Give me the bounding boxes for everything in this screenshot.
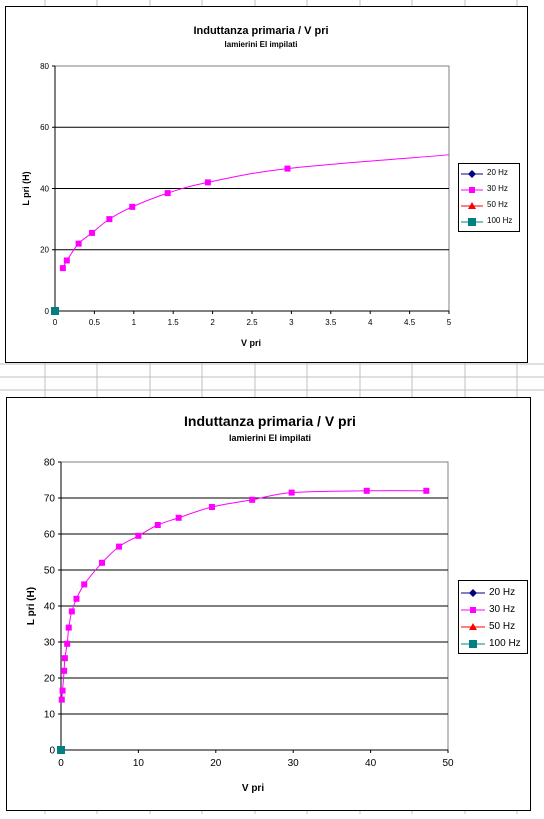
data-point — [57, 746, 65, 754]
legend-label: 20 Hz — [489, 587, 516, 598]
y-tick-label: 50 — [44, 566, 56, 577]
x-tick-label: 1 — [132, 318, 137, 327]
chart-2-legend[interactable]: 20 Hz 30 Hz 50 Hz 100 Hz — [458, 580, 528, 654]
y-tick-label: 0 — [49, 746, 55, 757]
x-tick-label: 0 — [53, 318, 58, 327]
y-tick-label: 20 — [40, 246, 49, 255]
data-point — [68, 608, 75, 615]
data-point — [75, 240, 82, 247]
chart-1-svg: Induttanza primaria / V pri lamierini EI … — [21, 25, 452, 348]
x-tick-label: 3 — [289, 318, 294, 327]
y-tick-label: 40 — [40, 184, 49, 193]
x-axis-title: V pri — [241, 338, 261, 348]
x-tick-label: 50 — [442, 758, 454, 769]
data-point — [89, 229, 96, 236]
x-tick-label: 1.5 — [168, 318, 180, 327]
data-point — [249, 496, 256, 503]
data-point — [73, 595, 80, 602]
data-point — [129, 203, 136, 210]
data-point — [363, 487, 370, 494]
legend-label: 20 Hz — [487, 168, 508, 177]
legend-label: 100 Hz — [489, 638, 521, 649]
x-axis-title: V pri — [242, 783, 264, 794]
x-tick-label: 20 — [210, 758, 222, 769]
data-point — [288, 489, 295, 496]
legend-marker-30hz-icon — [461, 187, 483, 193]
data-point — [423, 487, 430, 494]
x-tick-label: 40 — [365, 758, 377, 769]
chart-2[interactable]: Induttanza primaria / V pri lamierini EI … — [6, 397, 531, 811]
x-tick-label: 0 — [58, 758, 64, 769]
legend-marker-30hz-icon — [461, 607, 485, 613]
data-point — [63, 257, 70, 264]
legend-marker-100hz-icon — [461, 640, 485, 648]
legend-marker-50hz-icon — [461, 202, 483, 209]
x-tick-label: 5 — [447, 318, 452, 327]
legend-label: 50 Hz — [487, 200, 508, 209]
y-tick-label: 30 — [44, 638, 56, 649]
legend-label: 100 Hz — [487, 216, 513, 225]
x-tick-label: 2.5 — [246, 318, 258, 327]
y-tick-label: 80 — [44, 458, 56, 469]
data-point — [64, 640, 71, 647]
legend-label: 30 Hz — [487, 184, 508, 193]
data-point — [106, 216, 113, 223]
x-tick-label: 30 — [288, 758, 300, 769]
data-point — [116, 543, 123, 550]
y-tick-label: 60 — [40, 123, 49, 132]
data-point — [154, 522, 161, 528]
y-axis-title: L pri (H) — [21, 171, 31, 205]
data-point — [135, 532, 142, 539]
data-point — [65, 624, 72, 631]
x-tick-label: 10 — [133, 758, 145, 769]
data-point — [284, 165, 291, 172]
chart-subtitle: lamierini EI impilati — [229, 433, 311, 443]
legend-marker-100hz-icon — [461, 218, 483, 226]
x-tick-label: 2 — [210, 318, 215, 327]
x-tick-label: 4.5 — [404, 318, 416, 327]
data-point — [61, 655, 68, 662]
legend-label: 50 Hz — [489, 621, 516, 632]
data-point — [164, 190, 171, 197]
legend-marker-50hz-icon — [461, 623, 485, 630]
data-point — [175, 514, 182, 521]
legend-label: 30 Hz — [489, 604, 516, 615]
data-point — [59, 687, 66, 694]
data-point — [58, 696, 65, 703]
data-point — [51, 307, 59, 315]
chart-title: Induttanza primaria / V pri — [193, 25, 328, 37]
y-tick-label: 0 — [45, 307, 50, 316]
data-point — [204, 179, 211, 186]
data-point — [59, 265, 66, 272]
y-tick-label: 40 — [44, 602, 56, 613]
y-tick-label: 60 — [44, 530, 56, 541]
data-point — [208, 504, 215, 510]
chart-1[interactable]: Induttanza primaria / V pri lamierini EI … — [5, 6, 528, 363]
x-tick-label: 3.5 — [325, 318, 337, 327]
y-tick-label: 20 — [44, 674, 56, 685]
x-tick-label: 4 — [368, 318, 373, 327]
y-tick-label: 80 — [40, 62, 49, 71]
data-point — [81, 581, 88, 588]
y-tick-label: 70 — [44, 494, 56, 505]
data-point — [99, 559, 106, 566]
y-axis-title: L pri (H) — [26, 587, 37, 625]
legend-marker-20hz-icon — [461, 589, 485, 597]
chart-2-svg: Induttanza primaria / V pri lamierini EI … — [26, 413, 454, 794]
chart-1-legend[interactable]: 20 Hz 30 Hz 50 Hz 100 Hz — [458, 163, 520, 232]
legend-marker-20hz-icon — [461, 170, 483, 178]
y-tick-label: 10 — [44, 710, 56, 721]
chart-subtitle: lamierini EI impilati — [225, 40, 298, 49]
data-point — [61, 667, 68, 674]
chart-title: Induttanza primaria / V pri — [184, 413, 356, 429]
x-tick-label: 0.5 — [89, 318, 101, 327]
